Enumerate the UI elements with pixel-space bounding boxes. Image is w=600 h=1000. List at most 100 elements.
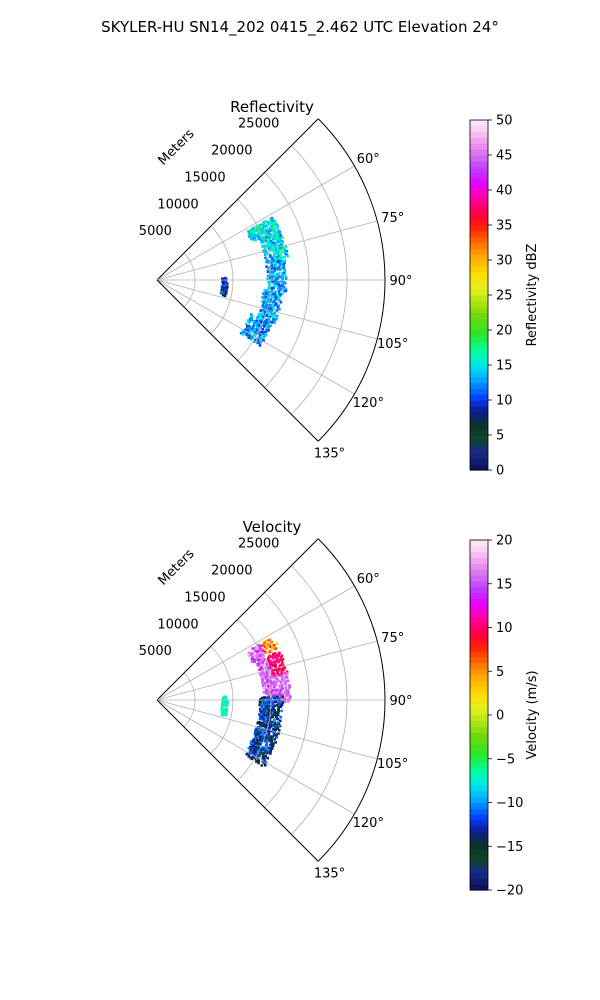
echo-gate <box>251 328 254 331</box>
colorbar-swatch <box>470 715 488 722</box>
echo-gate <box>263 311 267 314</box>
echo-gate <box>284 694 288 698</box>
echo-gate <box>259 319 262 323</box>
echo-gate <box>276 255 279 259</box>
echo-gate <box>220 288 223 292</box>
echo-gate <box>274 697 277 701</box>
colorbar-swatch <box>470 446 488 454</box>
echo-gate <box>282 678 286 682</box>
colorbar-swatch <box>470 557 488 564</box>
echo-gate <box>275 302 278 305</box>
echo-gate <box>273 312 276 315</box>
colorbar-tick-label: 50 <box>496 114 513 129</box>
echo-gate <box>264 666 267 670</box>
echo-gate <box>250 660 254 664</box>
echo-gate <box>260 764 264 767</box>
echo-gate <box>286 694 290 697</box>
echo-gate <box>261 296 264 299</box>
echo-gate <box>275 704 279 707</box>
echo-gate <box>277 272 281 275</box>
colorbar-swatch <box>470 341 488 349</box>
colorbar-swatch <box>470 423 488 430</box>
echo-gate <box>285 692 288 696</box>
echo-gate <box>280 243 283 247</box>
echo-gate <box>279 234 283 237</box>
colorbar-swatch <box>470 184 488 191</box>
echo-gate <box>277 240 280 243</box>
echo-gate <box>220 285 224 288</box>
colorbar-swatch <box>470 878 488 885</box>
colorbar-tick-label: 0 <box>496 464 504 479</box>
echo-gate <box>261 760 265 763</box>
echo-gate <box>267 307 271 310</box>
angle-tick-label: 105° <box>377 337 408 352</box>
echo-gate <box>277 292 281 295</box>
echo-gate <box>262 687 266 690</box>
colorbar-swatch <box>470 855 488 862</box>
echo-gate <box>283 268 286 271</box>
echo-gate <box>276 224 279 227</box>
echo-gate <box>269 248 272 252</box>
echo-gate <box>258 316 261 320</box>
echo-gate <box>277 729 281 732</box>
colorbar-swatch <box>470 248 488 255</box>
echo-gate <box>274 262 277 266</box>
echo-gate <box>265 240 269 244</box>
echo-gate <box>260 658 264 661</box>
velocity-panel: Velocity 5000 10000 15000 20000 25000 60° 75° 90… <box>139 518 540 899</box>
echo-gate <box>286 672 289 675</box>
colorbar-swatch <box>470 405 488 413</box>
echo-gate <box>266 717 270 721</box>
echo-gate <box>270 225 273 228</box>
echo-gate <box>268 304 272 307</box>
echo-gate <box>259 736 262 740</box>
echo-gate <box>247 746 251 750</box>
echo-gate <box>277 654 280 658</box>
echo-gate <box>255 759 259 763</box>
echo-gate <box>255 736 259 740</box>
echo-layer <box>219 216 290 347</box>
colorbar-swatch <box>470 668 488 675</box>
echo-gate <box>275 642 279 645</box>
echo-gate <box>246 336 250 339</box>
colorbar-swatch <box>470 551 488 559</box>
echo-gate <box>273 220 277 223</box>
echo-gate <box>260 336 264 340</box>
echo-gate <box>256 650 259 653</box>
echo-gate <box>263 731 266 735</box>
echo-gate <box>265 310 269 314</box>
echo-gate <box>277 732 280 735</box>
reflectivity-panel: Reflectivity 5000 10000 15000 20000 25000 60° 7… <box>139 98 540 479</box>
echo-gate <box>270 737 273 740</box>
echo-gate <box>275 653 279 657</box>
echo-gate <box>266 321 270 325</box>
echo-gate <box>263 320 266 323</box>
echo-gate <box>259 716 262 719</box>
colorbar-swatch <box>470 440 488 448</box>
echo-gate <box>262 657 266 660</box>
colorbar-swatch <box>470 685 488 693</box>
echo-gate <box>269 298 273 301</box>
echo-gate <box>283 259 287 262</box>
echo-gate <box>276 306 280 309</box>
angle-tick-label: 120° <box>353 396 384 411</box>
colorbar-swatch <box>470 295 488 302</box>
echo-gate <box>280 267 283 270</box>
echo-gate <box>250 757 254 761</box>
echo-gate <box>267 316 270 320</box>
echo-gate <box>271 269 274 272</box>
echo-gate <box>273 228 277 232</box>
echo-gate <box>283 282 287 285</box>
echo-gate <box>259 709 262 712</box>
echo-gate <box>274 258 277 262</box>
echo-gate <box>250 657 254 661</box>
echo-gate <box>273 738 276 741</box>
echo-gate <box>269 306 273 309</box>
echo-gate <box>277 229 280 232</box>
echo-gate <box>270 747 274 750</box>
echo-gate <box>272 230 276 233</box>
echo-gate <box>261 318 265 322</box>
echo-gate <box>266 258 269 262</box>
echo-gate <box>257 231 260 234</box>
radial-tick-label: 25000 <box>238 537 279 552</box>
